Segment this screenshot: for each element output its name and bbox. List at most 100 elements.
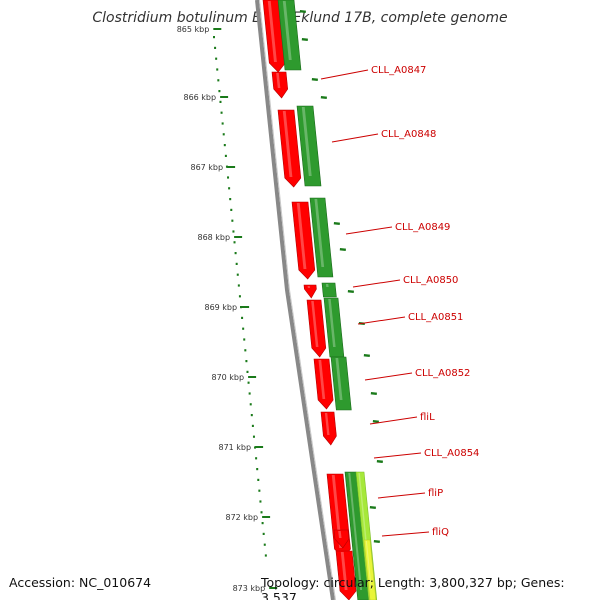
ruler-dot <box>215 57 218 60</box>
cds-arrow <box>313 358 334 410</box>
outer-track-tick <box>372 420 379 424</box>
ruler-dot <box>241 316 244 319</box>
ruler-dot <box>217 79 220 82</box>
gene-label[interactable]: fliL <box>369 412 435 425</box>
ruler-dot <box>235 262 238 265</box>
ruler-dot <box>260 511 263 514</box>
gene-leader-line <box>352 279 401 288</box>
gene-label-text: CLL_A0854 <box>424 448 479 459</box>
ruler-dot <box>237 284 240 287</box>
ruler-dot <box>264 554 267 557</box>
ruler-dot <box>230 208 233 211</box>
gene-label[interactable]: CLL_A0849 <box>345 222 450 235</box>
gene-leader-line <box>345 226 393 235</box>
ruler-dot <box>245 360 248 363</box>
gene-block <box>296 105 322 187</box>
ruler-dot <box>236 273 239 276</box>
outer-track-tick <box>369 506 376 510</box>
gene-label[interactable]: CLL_A0854 <box>373 448 479 459</box>
ruler-dot <box>234 252 237 255</box>
gene-label-text: CLL_A0848 <box>381 129 436 140</box>
ruler-dot <box>244 349 247 352</box>
ruler-dot <box>216 68 219 71</box>
ruler-dot <box>224 154 227 157</box>
ruler-dot <box>225 165 228 168</box>
kbp-tick-label: 867 kbp <box>190 163 223 172</box>
ruler-dot <box>242 327 245 330</box>
kbp-tick-label: 865 kbp <box>177 25 210 34</box>
gene-label[interactable]: CLL_A0851 <box>357 312 463 325</box>
gene-leader-line <box>373 452 422 459</box>
gene-label-text: CLL_A0849 <box>395 222 450 233</box>
ruler-dot <box>250 414 253 417</box>
gene-label-text: fliP <box>428 488 443 499</box>
ruler-dot <box>256 468 259 471</box>
gene-block <box>277 0 302 71</box>
ruler-dot <box>229 198 232 201</box>
ruler-dot <box>247 381 250 384</box>
gene-leader-line <box>377 492 426 499</box>
ruler-dot <box>255 457 258 460</box>
backbone-highlight <box>259 0 336 600</box>
gene-label[interactable]: fliQ <box>381 527 449 538</box>
kbp-tick-label: 873 kbp <box>233 584 266 593</box>
outer-track-tick <box>333 221 340 226</box>
ruler-dot <box>261 522 264 525</box>
outer-track-tick <box>301 37 308 42</box>
ruler-dot <box>214 46 217 49</box>
outer-track-tick <box>363 354 370 358</box>
ruler-dot <box>227 176 230 179</box>
ruler-dot <box>220 111 223 114</box>
kbp-tick-label: 870 kbp <box>211 373 244 382</box>
gene-label[interactable]: fliP <box>377 488 443 499</box>
gene-labels: CLL_A0847 CLL_A0848 CLL_A0849 CLL_A0850 CLL_… <box>320 65 479 538</box>
ruler-dot <box>223 144 226 147</box>
ruler-dot <box>254 446 257 449</box>
kbp-tick-label: 868 kbp <box>197 233 230 242</box>
cds-arrow <box>333 529 350 549</box>
gene-block <box>344 471 370 600</box>
gene-label[interactable]: CLL_A0850 <box>352 275 458 288</box>
gene-block <box>321 282 337 298</box>
cds-arrow <box>271 71 289 99</box>
ruler-dot <box>213 36 215 39</box>
genome-backbone <box>255 0 336 600</box>
gene-block <box>309 197 334 278</box>
ruler-dot <box>262 532 265 535</box>
cds-arrow <box>303 284 317 299</box>
ruler-dot <box>248 392 251 395</box>
gene-leader-line <box>331 133 379 143</box>
backbone-line <box>255 0 335 600</box>
gene-label[interactable]: CLL_A0847 <box>320 65 426 80</box>
gene-leader-line <box>320 69 369 80</box>
outer-track-tick <box>339 247 346 252</box>
ruler-dot <box>228 187 231 190</box>
cds-arrow <box>335 550 357 600</box>
outer-track-tick <box>373 540 380 544</box>
gene-leader-line <box>357 316 406 325</box>
gene-leader-line <box>364 372 413 381</box>
ruler-dot <box>258 489 261 492</box>
gene-label[interactable]: CLL_A0852 <box>364 368 470 381</box>
ruler-dot <box>259 500 262 503</box>
gene-label-text: CLL_A0852 <box>415 368 470 379</box>
gene-label-text: CLL_A0851 <box>408 312 463 323</box>
cds-arrow <box>320 411 337 446</box>
accession-text: Accession: NC_010674 <box>9 575 152 590</box>
ruler-dot <box>218 90 221 93</box>
gene-label-text: fliQ <box>432 527 449 538</box>
ruler-dot <box>222 133 225 136</box>
ruler-dot <box>243 338 246 341</box>
gene-block <box>323 297 345 358</box>
kbp-tick-label: 869 kbp <box>204 303 237 312</box>
cds-arrow <box>277 109 302 188</box>
kbp-tick-label: 871 kbp <box>218 443 251 452</box>
ruler-dot <box>263 543 266 546</box>
gene-leader-line <box>369 416 418 425</box>
gene-label-text: fliL <box>420 412 435 423</box>
cds-arrow <box>306 299 327 358</box>
cds-arrow <box>291 201 316 280</box>
gene-block <box>363 539 377 600</box>
gene-label[interactable]: CLL_A0848 <box>331 129 436 143</box>
